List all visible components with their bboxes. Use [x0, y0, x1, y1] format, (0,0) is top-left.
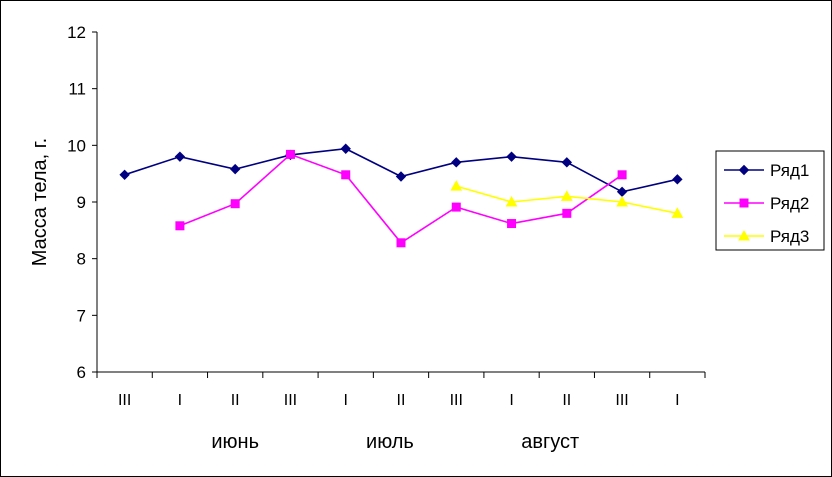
data-point [562, 208, 572, 218]
month-label: июнь [211, 431, 259, 453]
data-point [450, 180, 463, 191]
data-point [617, 170, 627, 180]
data-point [341, 170, 351, 180]
data-point [396, 238, 406, 248]
x-tick-label: II [397, 392, 406, 409]
data-point [119, 169, 130, 181]
data-point [560, 190, 573, 201]
legend-entry-label: Ряд1 [770, 161, 809, 180]
y-tick-label: 7 [77, 306, 86, 325]
data-point [175, 221, 185, 231]
y-tick-label: 8 [77, 250, 86, 269]
y-tick-label: 6 [77, 363, 86, 382]
month-label: июль [366, 431, 414, 453]
legend-swatch-marker [738, 164, 750, 176]
data-point [671, 207, 684, 218]
series-layer [119, 143, 684, 248]
x-tick-label: I [178, 392, 182, 409]
legend-swatch-marker [738, 229, 750, 241]
series-3 [450, 180, 684, 218]
data-point [451, 202, 461, 212]
x-tick-label: I [509, 392, 513, 409]
x-tick-label: II [231, 392, 240, 409]
x-tick-label: I [344, 392, 348, 409]
data-point [340, 143, 351, 154]
series-2 [175, 149, 627, 248]
data-point [561, 157, 573, 168]
y-axis-label: Масса тела, г. [29, 138, 51, 266]
data-point [174, 151, 186, 162]
y-tick-label: 9 [77, 193, 86, 212]
x-tick-label: III [284, 392, 297, 409]
legend-entry-label: Ряд3 [770, 227, 809, 246]
x-tick-label: III [615, 392, 628, 409]
legend: Ряд1 Ряд2 Ряд3 [715, 150, 825, 251]
data-point [451, 157, 462, 168]
y-tick-label: 10 [67, 136, 86, 155]
legend-box [715, 150, 825, 251]
month-label: август [521, 431, 579, 453]
data-point [506, 151, 517, 162]
series-line [124, 147, 678, 193]
series-1 [119, 143, 683, 198]
data-point [285, 149, 295, 159]
data-point [616, 186, 628, 198]
data-point [230, 199, 240, 209]
legend-swatch-marker [739, 198, 749, 208]
y-tick-label: 11 [68, 80, 86, 99]
data-point [616, 195, 628, 207]
legend-entry-label: Ряд2 [770, 194, 809, 213]
x-tick-label: II [562, 392, 571, 409]
series-line [179, 153, 623, 244]
x-tick-label: III [118, 392, 131, 409]
x-tick-label: III [450, 392, 463, 409]
data-point [505, 195, 518, 207]
data-point [672, 174, 683, 185]
data-point [229, 163, 241, 175]
x-tick-label: I [675, 392, 679, 409]
data-point [507, 219, 517, 229]
y-tick-label: 12 [67, 23, 86, 42]
data-point [395, 171, 407, 182]
